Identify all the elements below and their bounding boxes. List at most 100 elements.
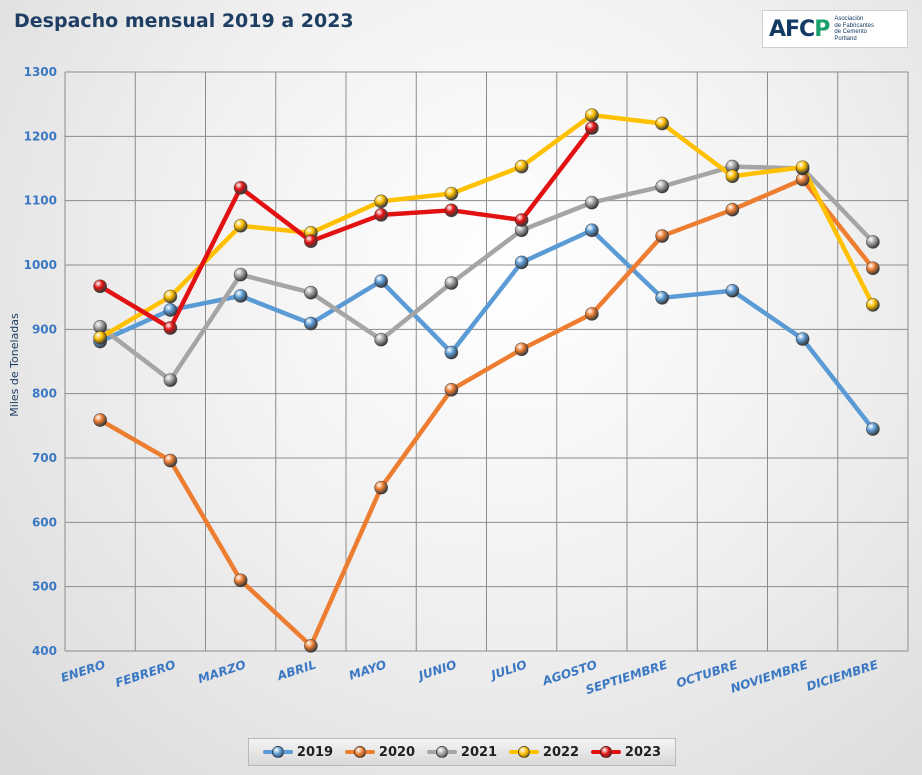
data-point-2019 bbox=[233, 288, 248, 303]
series-lines bbox=[97, 112, 876, 649]
legend-label: 2022 bbox=[542, 744, 580, 760]
data-point-2023 bbox=[93, 279, 108, 294]
y-tick-label: 800 bbox=[32, 387, 57, 401]
data-point-2023 bbox=[514, 213, 529, 227]
data-point-2022 bbox=[163, 289, 178, 304]
legend-swatch bbox=[508, 746, 539, 758]
legend-swatch bbox=[262, 746, 293, 758]
series-line-2022 bbox=[97, 112, 876, 340]
data-point-2021 bbox=[865, 234, 880, 249]
data-point-2020 bbox=[444, 382, 459, 397]
legend-item-2022: 2022 bbox=[508, 744, 580, 760]
data-point-2023 bbox=[374, 207, 389, 222]
data-point-2022 bbox=[655, 116, 670, 131]
x-tick-label: SEPTIEMBRE bbox=[584, 657, 670, 697]
data-point-2020 bbox=[655, 229, 670, 243]
data-point-2019 bbox=[655, 290, 670, 305]
data-point-2023 bbox=[163, 321, 178, 335]
x-tick-label: JUNIO bbox=[415, 658, 458, 684]
legend-item-2020: 2020 bbox=[344, 744, 416, 760]
series-line-2019 bbox=[97, 228, 876, 432]
data-point-2021 bbox=[163, 373, 178, 388]
legend-swatch bbox=[426, 746, 457, 758]
legend-item-2021: 2021 bbox=[426, 744, 498, 760]
y-tick-label: 1300 bbox=[24, 65, 57, 79]
x-tick-label: MAYO bbox=[347, 658, 388, 683]
data-point-2022 bbox=[93, 330, 108, 345]
legend-label: 2020 bbox=[378, 744, 416, 760]
data-point-2021 bbox=[233, 267, 248, 282]
data-point-2020 bbox=[93, 413, 108, 427]
data-point-2019 bbox=[795, 332, 810, 346]
data-point-2019 bbox=[444, 345, 459, 360]
legend-swatch bbox=[344, 746, 375, 758]
legend-item-2023: 2023 bbox=[590, 744, 662, 760]
y-axis-label: Miles de Toneladas bbox=[8, 313, 21, 417]
data-point-2019 bbox=[865, 422, 880, 436]
data-point-2019 bbox=[584, 223, 599, 238]
data-point-2020 bbox=[163, 453, 178, 468]
afcp-logo-subtitle: Asociación de Fabricantes de Cemento Por… bbox=[834, 16, 875, 42]
data-point-2020 bbox=[233, 573, 248, 588]
series-line-2023 bbox=[97, 125, 595, 331]
data-point-2019 bbox=[725, 283, 740, 298]
x-tick-label: MARZO bbox=[196, 658, 247, 687]
legend-item-2019: 2019 bbox=[262, 744, 334, 760]
y-tick-label: 1100 bbox=[24, 194, 57, 208]
data-point-2020 bbox=[725, 202, 740, 217]
y-tick-label: 700 bbox=[32, 451, 57, 465]
data-point-2020 bbox=[303, 638, 318, 653]
data-point-2022 bbox=[514, 159, 529, 174]
grid-lines bbox=[64, 71, 909, 652]
y-tick-label: 1000 bbox=[24, 258, 57, 272]
data-point-2023 bbox=[233, 180, 248, 195]
data-point-2022 bbox=[584, 108, 599, 123]
data-point-2021 bbox=[374, 332, 389, 347]
y-tick-label: 400 bbox=[32, 644, 57, 658]
data-point-2019 bbox=[514, 255, 529, 270]
data-point-2019 bbox=[374, 274, 389, 288]
data-point-2021 bbox=[303, 285, 318, 300]
data-point-2021 bbox=[655, 179, 670, 194]
data-point-2020 bbox=[865, 261, 880, 276]
data-point-2020 bbox=[374, 480, 389, 495]
data-point-2020 bbox=[514, 342, 529, 357]
legend-label: 2023 bbox=[624, 744, 662, 760]
legend-label: 2021 bbox=[460, 744, 498, 760]
x-tick-label: JULIO bbox=[488, 658, 529, 683]
y-tick-label: 900 bbox=[32, 322, 57, 336]
data-point-2023 bbox=[303, 234, 318, 249]
x-tick-label: NOVIEMBRE bbox=[729, 657, 810, 695]
series-points bbox=[93, 108, 880, 653]
afcp-logo: AFCP Asociación de Fabricantes de Cement… bbox=[762, 10, 908, 48]
legend: 2019 2020 2021 2022 2023 bbox=[248, 738, 676, 766]
data-point-2019 bbox=[163, 303, 178, 317]
data-point-2023 bbox=[584, 121, 599, 135]
data-point-2022 bbox=[725, 169, 740, 184]
data-point-2019 bbox=[303, 316, 318, 331]
y-axis-ticks: 400 500 600 700 800 900 1000 1100 1200 1300 bbox=[24, 65, 57, 658]
legend-label: 2019 bbox=[296, 744, 334, 760]
data-point-2022 bbox=[374, 194, 389, 209]
y-tick-label: 600 bbox=[32, 515, 57, 529]
data-point-2021 bbox=[584, 195, 599, 210]
series-line-2020 bbox=[97, 177, 876, 649]
legend-swatch bbox=[590, 746, 621, 758]
data-point-2022 bbox=[865, 297, 880, 312]
x-tick-label: FEBRERO bbox=[114, 658, 178, 691]
data-point-2022 bbox=[233, 218, 248, 233]
data-point-2022 bbox=[444, 186, 459, 201]
data-point-2022 bbox=[795, 160, 810, 175]
y-tick-label: 1200 bbox=[24, 129, 57, 143]
data-point-2023 bbox=[444, 203, 459, 218]
chart-title: Despacho mensual 2019 a 2023 bbox=[14, 10, 354, 32]
x-tick-label: ENERO bbox=[59, 658, 107, 685]
x-tick-label: DICIEMBRE bbox=[805, 657, 881, 694]
series-line-2021 bbox=[97, 164, 876, 383]
afcp-logo-mark: AFCP bbox=[769, 16, 830, 42]
y-tick-label: 500 bbox=[32, 580, 57, 594]
data-point-2020 bbox=[584, 306, 599, 321]
x-axis-ticks: ENERO FEBRERO MARZO ABRIL MAYO JUNIO JULIO AGOS… bbox=[59, 657, 880, 697]
x-tick-label: ABRIL bbox=[275, 658, 318, 684]
